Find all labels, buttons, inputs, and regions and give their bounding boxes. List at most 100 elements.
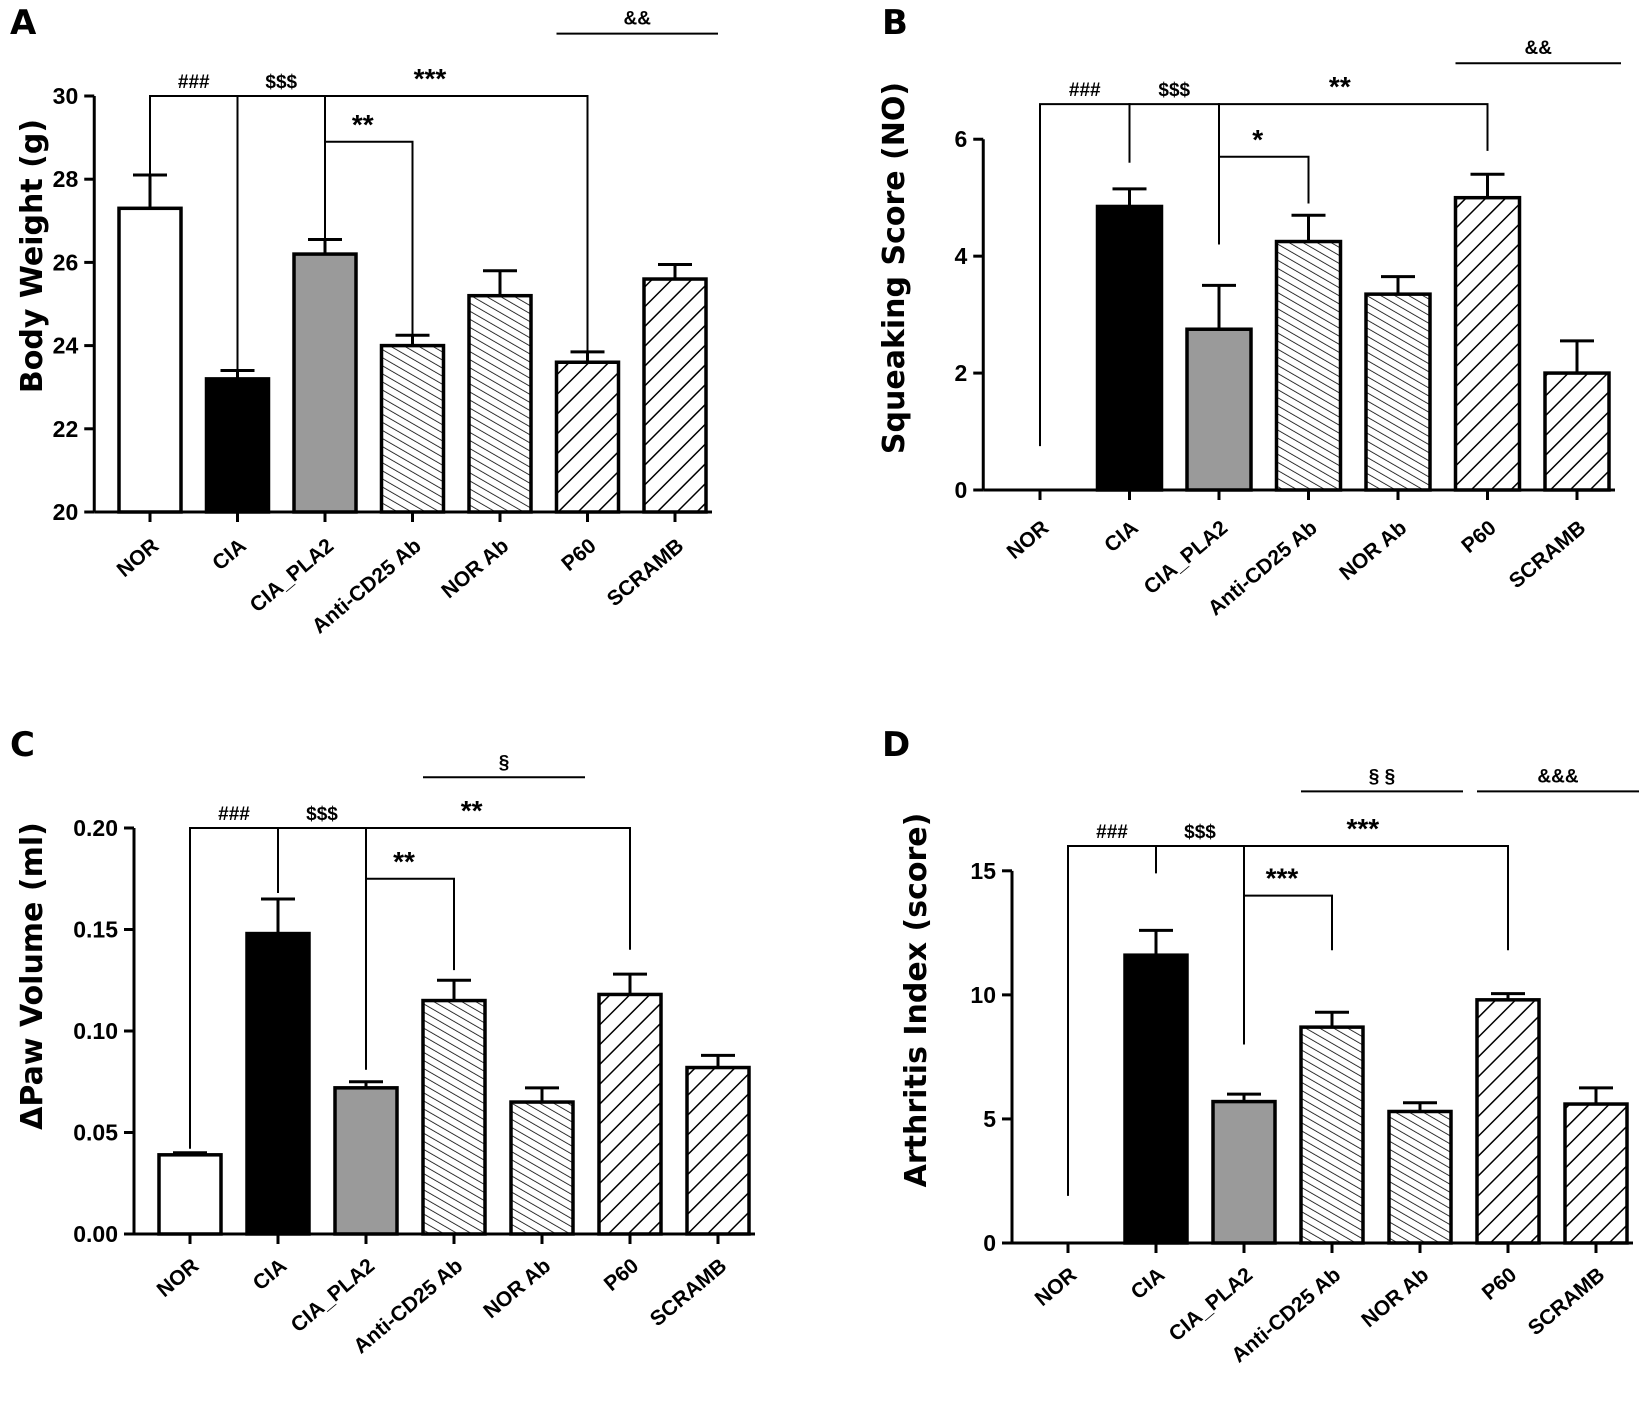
significance-label: $$$ bbox=[1158, 80, 1190, 101]
y-tick-label: 26 bbox=[53, 249, 79, 275]
panel-letter-a: A bbox=[10, 3, 37, 43]
comparison-label: § § bbox=[1369, 766, 1395, 787]
significance-label: ### bbox=[1096, 822, 1128, 843]
bar bbox=[509, 1100, 575, 1236]
bar bbox=[554, 360, 621, 514]
y-tick-label: 5 bbox=[983, 1106, 996, 1132]
y-axis-label-c: ΔPaw Volume (ml) bbox=[15, 822, 50, 1130]
x-tick-label: CIA_PLA2 bbox=[246, 534, 339, 617]
x-tick-label: NOR Ab bbox=[1335, 516, 1411, 585]
significance-label: ** bbox=[1329, 71, 1351, 102]
bar bbox=[467, 293, 533, 514]
bar bbox=[245, 931, 311, 1236]
panel-letter-b: B bbox=[882, 3, 908, 43]
y-axis-label-d: Arthritis Index (score) bbox=[899, 813, 934, 1188]
bar bbox=[1095, 204, 1164, 492]
y-tick-label: 0 bbox=[954, 477, 967, 503]
y-tick-label: 20 bbox=[53, 499, 79, 525]
x-tick-label: P60 bbox=[600, 1254, 643, 1296]
comparison-label: § bbox=[499, 752, 510, 773]
bar bbox=[204, 377, 271, 514]
bar bbox=[1185, 327, 1253, 492]
significance-label: *** bbox=[414, 63, 447, 94]
x-tick-label: NOR bbox=[113, 534, 164, 582]
significance-label: ### bbox=[178, 72, 210, 93]
significance-label: $$$ bbox=[265, 72, 297, 93]
significance-label: $$$ bbox=[306, 804, 338, 825]
significance-label: $$$ bbox=[1184, 822, 1216, 843]
significance-bracket bbox=[324, 140, 414, 346]
panel-b: B Squeaking Score (NO) 0 2 4 6 NOR CIACIA_PLA… bbox=[877, 3, 1621, 620]
significance-label: *** bbox=[1266, 863, 1299, 894]
bar bbox=[1299, 1025, 1365, 1245]
x-tick-label: P60 bbox=[1478, 1263, 1521, 1305]
x-tick-label: CIA bbox=[1100, 516, 1142, 557]
significance-label: ### bbox=[218, 804, 250, 825]
y-axis-label-b: Squeaking Score (NO) bbox=[877, 82, 912, 454]
x-tick-label: CIA bbox=[208, 534, 250, 575]
x-tick-label: NOR Ab bbox=[479, 1254, 555, 1323]
x-tick-label: CIA_PLA2 bbox=[287, 1254, 380, 1337]
panel-c: C ΔPaw Volume (ml) 0.00 0.05 0.10 0.15 0.20 N… bbox=[10, 725, 755, 1358]
x-tick-label: SCRAMB bbox=[1524, 1263, 1609, 1340]
significance-label: ### bbox=[1069, 80, 1101, 101]
significance-bracket bbox=[1243, 894, 1333, 1045]
comparison-label: &&& bbox=[1537, 766, 1578, 787]
bar bbox=[1543, 371, 1611, 492]
x-tick-label: NOR bbox=[153, 1254, 204, 1302]
y-tick-label: 22 bbox=[53, 416, 79, 442]
y-tick-label: 0.00 bbox=[73, 1221, 118, 1247]
x-tick-label: P60 bbox=[557, 534, 600, 576]
x-tick-label: NOR bbox=[1003, 516, 1054, 564]
significance-bracket bbox=[365, 877, 455, 1070]
significance-label: ** bbox=[352, 109, 374, 140]
y-tick-label: 4 bbox=[954, 243, 967, 269]
bar bbox=[597, 992, 663, 1236]
y-tick-label: 0.10 bbox=[73, 1018, 118, 1044]
panel-letter-d: D bbox=[882, 725, 910, 765]
y-tick-label: 0.15 bbox=[73, 917, 118, 943]
bar bbox=[117, 206, 183, 514]
panel-letter-c: C bbox=[10, 725, 35, 765]
x-tick-label: CIA bbox=[249, 1254, 291, 1295]
panel-a: A Body Weight (g) 20 22 24 26 28 30 NOR CIACIA_… bbox=[10, 3, 718, 638]
bar bbox=[1123, 953, 1189, 1245]
x-tick-label: NOR bbox=[1031, 1263, 1082, 1311]
x-tick-label: SCRAMB bbox=[1505, 516, 1590, 593]
bar bbox=[157, 1153, 223, 1236]
bar bbox=[379, 343, 446, 514]
bar bbox=[1387, 1109, 1453, 1245]
bar bbox=[1475, 998, 1541, 1245]
y-tick-label: 0.20 bbox=[73, 815, 118, 841]
x-tick-label: SCRAMB bbox=[603, 534, 688, 611]
comparison-label: && bbox=[1525, 38, 1553, 59]
bar bbox=[1453, 195, 1522, 492]
bar bbox=[642, 277, 708, 514]
y-tick-label: 28 bbox=[53, 166, 79, 192]
x-tick-label: NOR Ab bbox=[1357, 1263, 1433, 1332]
y-tick-label: 2 bbox=[954, 360, 967, 386]
significance-label: *** bbox=[1346, 813, 1379, 844]
bar bbox=[292, 252, 358, 514]
bar bbox=[421, 998, 487, 1236]
comparison-label: && bbox=[624, 9, 652, 30]
y-tick-label: 0 bbox=[983, 1230, 996, 1256]
bar bbox=[1563, 1102, 1629, 1245]
bar bbox=[685, 1065, 751, 1236]
y-tick-label: 10 bbox=[970, 982, 996, 1008]
x-tick-label: CIA bbox=[1127, 1263, 1169, 1304]
significance-bracket bbox=[1218, 155, 1310, 245]
x-tick-label: SCRAMB bbox=[646, 1254, 731, 1331]
bar bbox=[333, 1086, 399, 1236]
bar bbox=[1274, 239, 1343, 492]
bar bbox=[1211, 1099, 1277, 1245]
x-tick-label: P60 bbox=[1457, 516, 1500, 558]
significance-label: * bbox=[1252, 124, 1263, 155]
x-tick-label: NOR Ab bbox=[437, 534, 513, 603]
panel-d: D Arthritis Index (score) 0 5 10 15 NOR CIACI… bbox=[882, 725, 1639, 1367]
significance-label: ** bbox=[461, 795, 483, 826]
